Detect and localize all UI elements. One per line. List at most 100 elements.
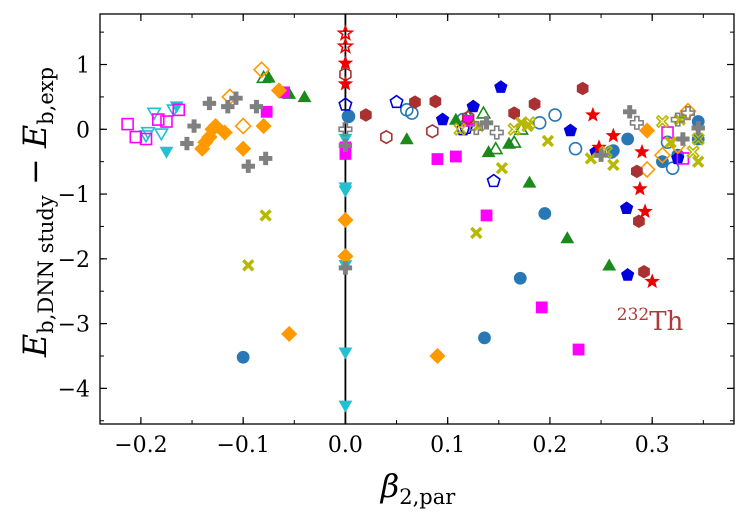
x-tick-label: 0.2 — [532, 433, 567, 458]
data-point-circle-open — [665, 161, 680, 175]
data-point-hexagon-filled — [360, 108, 372, 122]
data-point-plus-filled — [338, 261, 353, 275]
data-point-triangle-up-filled — [502, 136, 516, 149]
annotation-superscript: 232 — [617, 305, 649, 325]
y-axis-title-base1: E — [16, 334, 54, 358]
data-point-pentagon-open — [486, 173, 501, 188]
data-point-square-filled — [535, 301, 548, 314]
data-point-xcross-open — [507, 122, 521, 137]
data-point-plus-filled — [241, 159, 255, 173]
data-point-plus-open — [489, 125, 504, 140]
data-point-triangle-down-open — [138, 130, 154, 144]
data-point-triangle-down-filled — [338, 185, 353, 198]
data-point-hexagon-filled — [429, 94, 442, 109]
data-point-plus-filled — [479, 116, 494, 130]
plot-frame — [99, 13, 735, 425]
y-tick-label: −4 — [58, 377, 90, 402]
data-point-diamond-open — [221, 88, 239, 106]
data-point-triangle-up-filled — [522, 175, 537, 188]
data-point-circle-open — [548, 108, 562, 122]
data-point-circle-filled — [621, 132, 635, 146]
data-point-star-filled — [337, 75, 354, 91]
data-point-square-open — [121, 117, 134, 131]
plot-area — [99, 13, 735, 425]
th232-annotation: 232Th — [617, 305, 684, 337]
data-point-square-open — [160, 115, 173, 128]
y-axis-ticks: −4 −3 −2 −1 0 1 — [58, 31, 734, 422]
data-point-plus-filled — [249, 99, 264, 114]
x-axis-title-sub: 2,par — [399, 485, 456, 509]
data-point-plus-open — [338, 122, 353, 137]
data-point-plus-filled — [258, 151, 273, 166]
y-axis-title-base2: E — [16, 125, 54, 149]
data-point-triangle-up-filled — [448, 112, 463, 125]
x-tick-label: 0.3 — [635, 433, 670, 458]
data-point-triangle-up-filled — [399, 132, 414, 145]
data-point-plus-open — [680, 106, 696, 121]
data-point-square-filled — [480, 209, 493, 222]
data-point-square-open — [172, 103, 186, 117]
data-point-hexagon-filled — [409, 95, 421, 109]
data-point-plus-filled — [594, 148, 608, 162]
data-point-hexagon-open — [426, 124, 439, 139]
data-point-hexagon-filled — [638, 265, 650, 279]
data-point-diamond-filled — [639, 122, 656, 139]
data-point-xcross-open — [453, 122, 467, 137]
y-axis-title-sub2: b,exp — [34, 67, 58, 125]
y-tick-label: 0 — [76, 118, 90, 143]
data-point-xcross-filled — [664, 136, 677, 149]
data-point-pentagon-filled — [619, 201, 634, 214]
data-point-circle-open — [532, 116, 547, 130]
data-point-diamond-filled — [235, 140, 252, 157]
data-point-diamond-filled — [255, 117, 272, 135]
data-point-diamond-filled — [207, 117, 224, 135]
annotation-text: Th — [649, 307, 683, 337]
x-tick-label: −0.2 — [114, 433, 167, 458]
data-point-diamond-filled — [429, 347, 446, 365]
data-point-triangle-up-open — [488, 141, 504, 155]
data-points — [121, 24, 705, 413]
data-point-square-open — [129, 130, 143, 144]
data-point-plus-filled — [691, 121, 705, 135]
data-point-hexagon-open — [380, 129, 393, 145]
data-point-diamond-filled — [216, 124, 233, 141]
data-point-triangle-down-filled — [338, 400, 353, 413]
data-point-star-filled — [644, 273, 660, 289]
data-point-xcross-filled — [259, 209, 272, 222]
data-point-diamond-open — [653, 146, 672, 164]
data-point-triangle-down-open — [153, 128, 169, 142]
data-point-star-filled — [337, 55, 354, 70]
y-tick-label: −2 — [58, 248, 90, 273]
data-point-star-open — [336, 37, 355, 54]
data-point-plus-filled — [202, 96, 217, 111]
data-point-star-filled — [585, 106, 601, 122]
data-point-circle-open — [568, 141, 583, 156]
data-point-square-open — [676, 152, 690, 165]
data-point-circle-filled — [513, 271, 527, 285]
data-point-square-filled — [260, 105, 273, 118]
data-point-hexagon-open — [461, 110, 475, 125]
data-point-diamond-filled — [337, 211, 354, 229]
data-point-hexagon-filled — [576, 81, 589, 96]
y-axis-title: Eb,DNN study − Eb,exp — [16, 67, 58, 358]
data-point-square-filled — [572, 343, 585, 356]
data-point-triangle-down-filled — [338, 347, 353, 360]
data-point-circle-open — [405, 106, 419, 120]
data-point-diamond-filled — [281, 325, 298, 343]
data-point-pentagon-filled — [563, 123, 578, 137]
y-tick-label: −1 — [58, 183, 90, 208]
data-point-triangle-down-filled — [159, 146, 174, 159]
data-point-plus-open — [469, 120, 484, 136]
data-point-triangle-up-filled — [602, 258, 617, 271]
x-axis-title: β2,par — [380, 467, 456, 509]
data-point-plus-filled — [623, 105, 637, 119]
data-point-pentagon-filled — [435, 112, 450, 126]
data-point-square-filled — [431, 153, 444, 165]
data-point-xcross-open — [522, 116, 537, 130]
data-point-xcross-open — [691, 132, 705, 146]
data-point-xcross-open — [686, 145, 700, 159]
y-tick-label: −3 — [58, 313, 90, 338]
data-point-plus-filled — [676, 132, 690, 146]
data-point-diamond-filled — [270, 82, 288, 99]
